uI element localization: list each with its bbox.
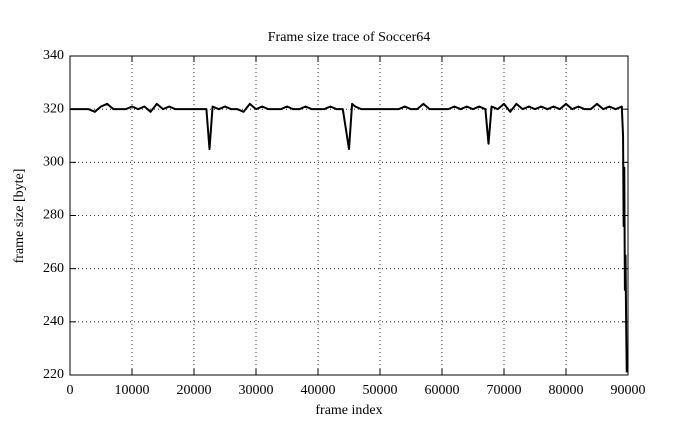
y-tick-label: 320: [43, 101, 64, 116]
y-tick-label: 300: [43, 155, 64, 170]
plot-frame: [69, 55, 629, 376]
x-tick-label: 20000: [177, 383, 212, 398]
x-tick-label: 70000: [487, 383, 522, 398]
x-tick-label: 10000: [115, 383, 150, 398]
y-axis-label: frame size [byte]: [12, 169, 27, 264]
x-tick-label: 60000: [425, 383, 460, 398]
x-tick-label: 50000: [363, 383, 398, 398]
chart-title: Frame size trace of Soccer64: [268, 30, 430, 45]
y-tick-label: 280: [43, 208, 64, 223]
y-tick-label: 240: [43, 314, 64, 329]
x-tick-label: 40000: [301, 383, 336, 398]
x-tick-label: 0: [67, 383, 74, 398]
y-tick-label: 260: [43, 261, 64, 276]
x-axis-label: frame index: [315, 403, 382, 418]
y-tick-label: 340: [43, 48, 64, 63]
x-tick-label: 80000: [549, 383, 584, 398]
y-tick-label: 220: [43, 367, 64, 382]
x-tick-label: 90000: [611, 383, 646, 398]
x-tick-label: 30000: [239, 383, 274, 398]
data-line: [70, 102, 628, 373]
